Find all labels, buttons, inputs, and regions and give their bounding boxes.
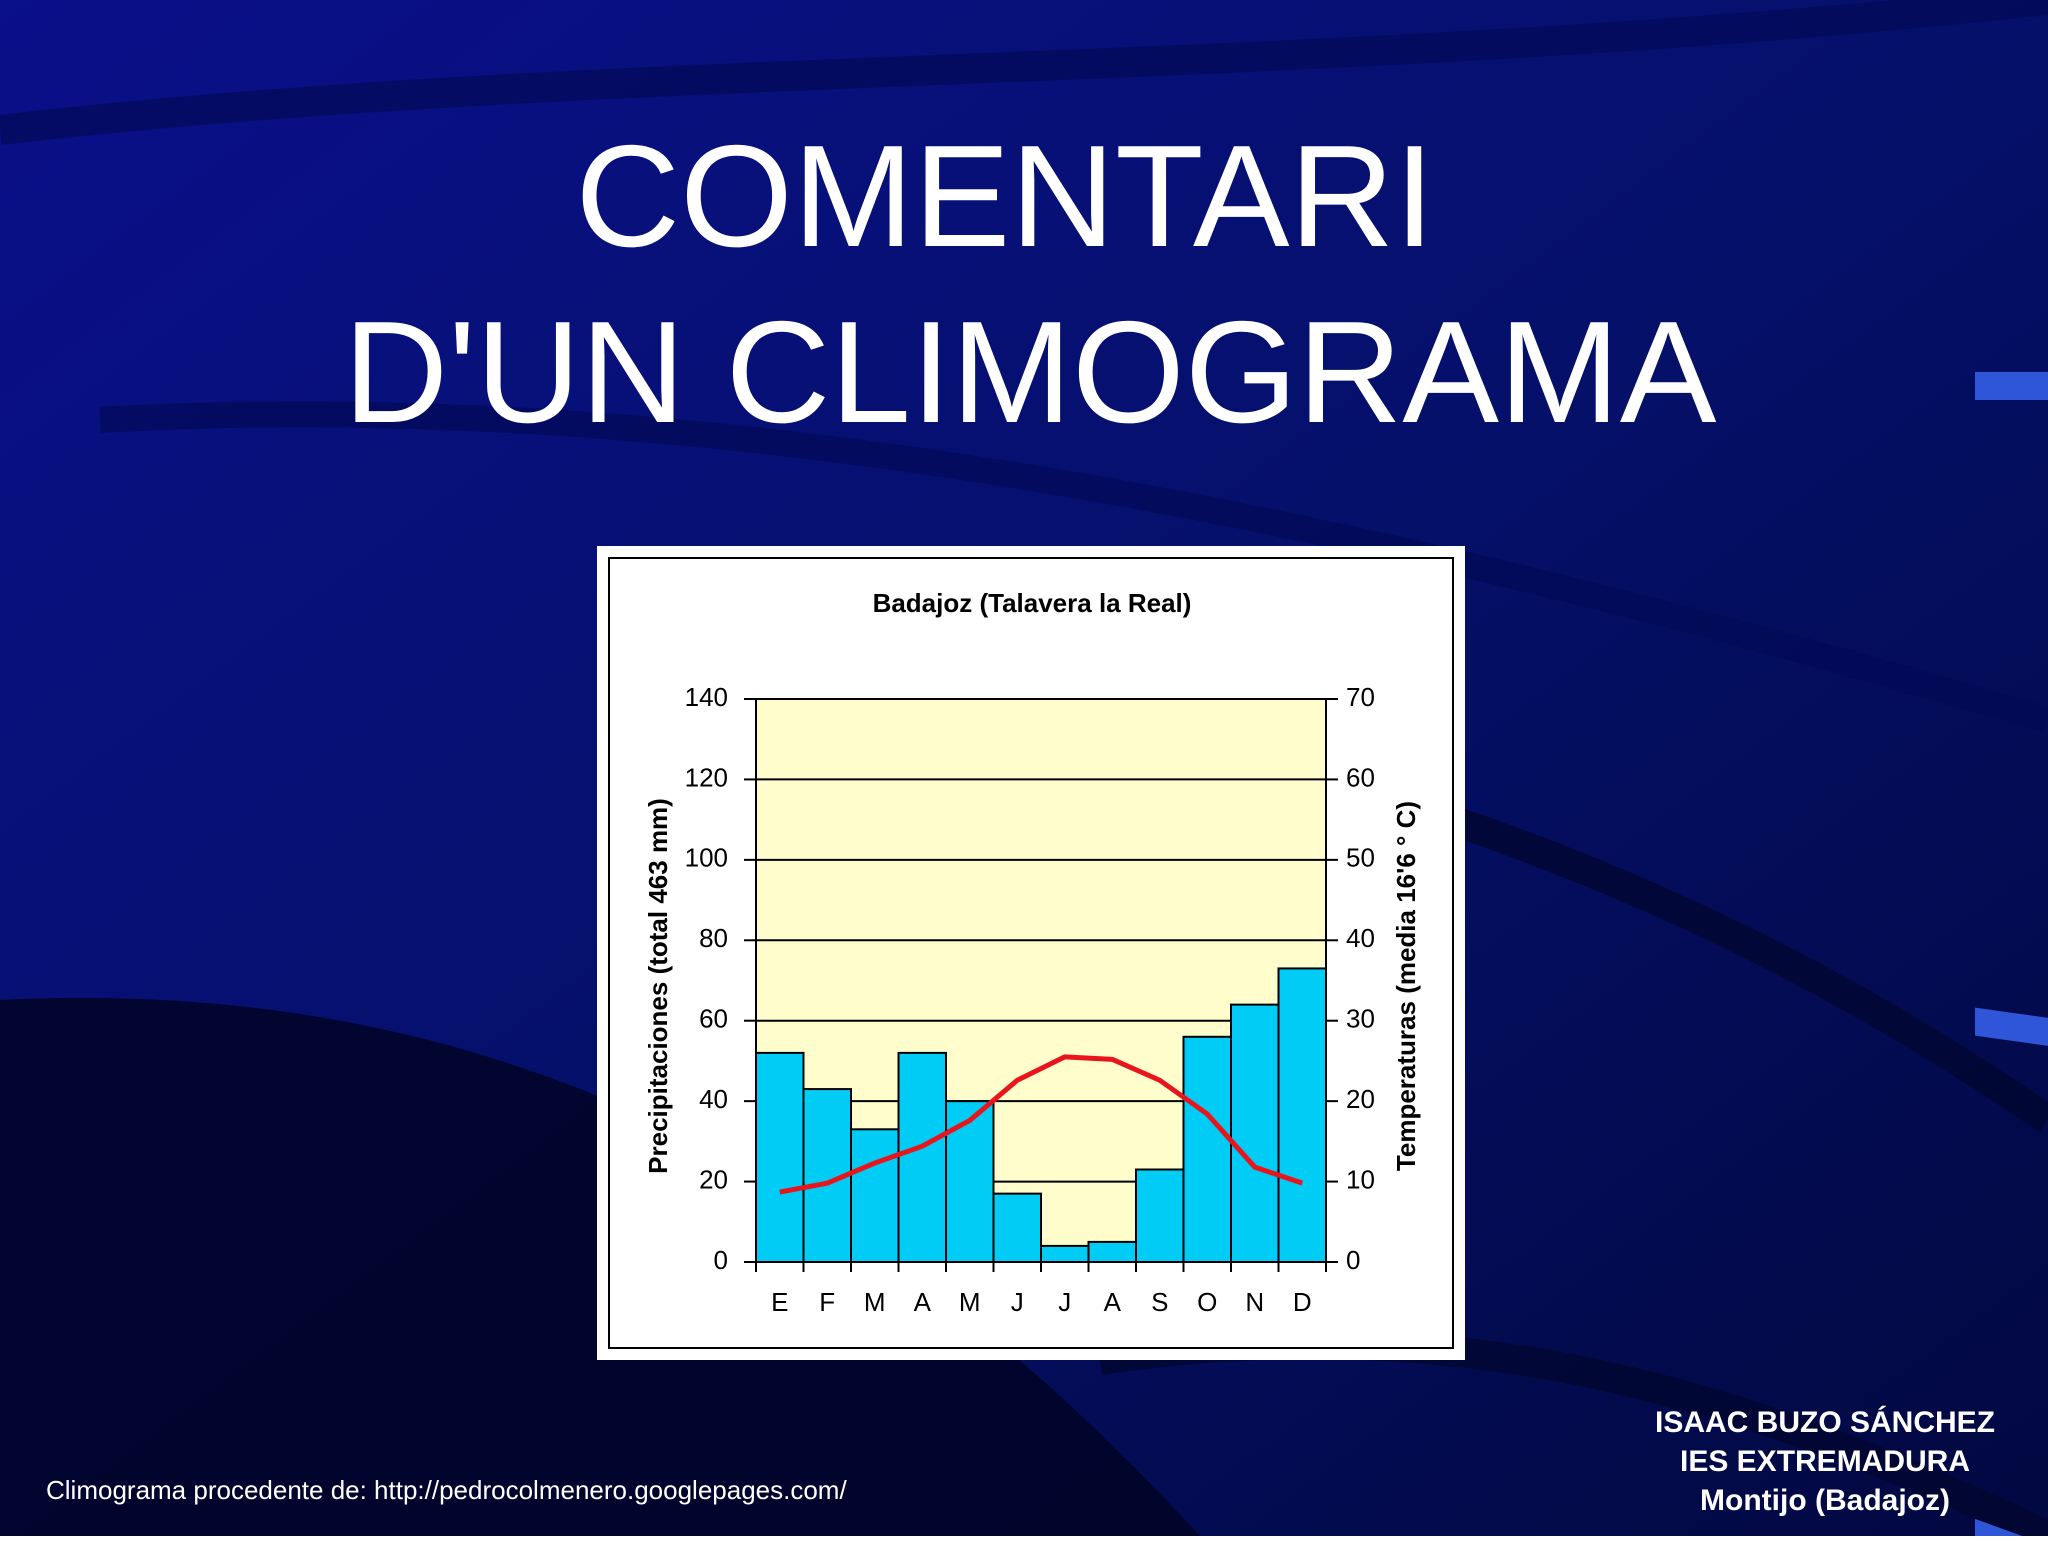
x-tick-label: E <box>771 1287 788 1317</box>
author: Montijo (Badajoz) <box>1700 1484 1950 1517</box>
y2-tick-label: 70 <box>1346 682 1375 712</box>
y-tick-label: 100 <box>685 843 728 873</box>
slide-title: D'UN CLIMOGRAMA <box>343 291 1716 453</box>
y2-tick-label: 20 <box>1346 1084 1375 1114</box>
bar <box>755 1051 805 1264</box>
y2-tick-label: 50 <box>1346 843 1375 873</box>
x-tick-label: M <box>959 1287 981 1317</box>
edge-accent <box>1975 1007 2048 1046</box>
bar <box>1040 1244 1090 1264</box>
y2-tick-label: 10 <box>1346 1164 1375 1194</box>
y-tick-label: 40 <box>699 1084 728 1114</box>
x-tick-label: D <box>1293 1287 1312 1317</box>
y-tick-label: 20 <box>699 1164 728 1194</box>
edge-accent <box>1975 1518 2048 1541</box>
x-tick-label: O <box>1197 1287 1217 1317</box>
x-tick-label: J <box>1058 1287 1071 1317</box>
y-tick-label: 80 <box>699 923 728 953</box>
x-tick-label: S <box>1151 1287 1168 1317</box>
chart-border <box>608 557 1454 1349</box>
bar <box>897 1051 947 1264</box>
line <box>779 1054 1304 1195</box>
y2-tick-label: 0 <box>1346 1245 1360 1275</box>
slide-title: COMENTARI <box>575 115 1434 277</box>
y-tick-label: 120 <box>685 762 728 792</box>
y2-tick-label: 40 <box>1346 923 1375 953</box>
y2-tick-label: 60 <box>1346 762 1375 792</box>
y2-tick-label: 30 <box>1346 1004 1375 1034</box>
y-tick-label: 0 <box>714 1245 728 1275</box>
x-tick-label: F <box>819 1287 835 1317</box>
x-tick-label: N <box>1245 1287 1264 1317</box>
x-tick-label: A <box>1104 1287 1122 1317</box>
bar <box>1135 1168 1185 1264</box>
y-tick-label: 60 <box>699 1004 728 1034</box>
y2-axis-label: Temperaturas (media 16'6 ° C) <box>1391 801 1421 1171</box>
source-note: Climograma procedente de: http://pedroco… <box>46 1475 847 1505</box>
swoosh <box>0 0 2048 145</box>
y-tick-label: 140 <box>685 682 728 712</box>
bar <box>1182 1035 1232 1264</box>
edge-accent <box>1975 372 2048 400</box>
bar <box>1277 967 1327 1264</box>
bar <box>945 1100 995 1263</box>
x-tick-label: A <box>914 1287 932 1317</box>
swoosh <box>99 401 2048 733</box>
x-tick-label: M <box>864 1287 886 1317</box>
bar <box>1230 1003 1280 1264</box>
bar <box>1087 1240 1137 1263</box>
x-tick-label: J <box>1011 1287 1024 1317</box>
bar <box>850 1128 900 1263</box>
author: ISAAC BUZO SÁNCHEZ <box>1655 1405 1995 1439</box>
bar <box>992 1192 1042 1264</box>
author: IES EXTREMADURA <box>1680 1445 1970 1478</box>
chart-title: Badajoz (Talavera la Real) <box>873 588 1192 618</box>
y-axis-label: Precipitaciones (total 463 mm) <box>643 798 673 1174</box>
